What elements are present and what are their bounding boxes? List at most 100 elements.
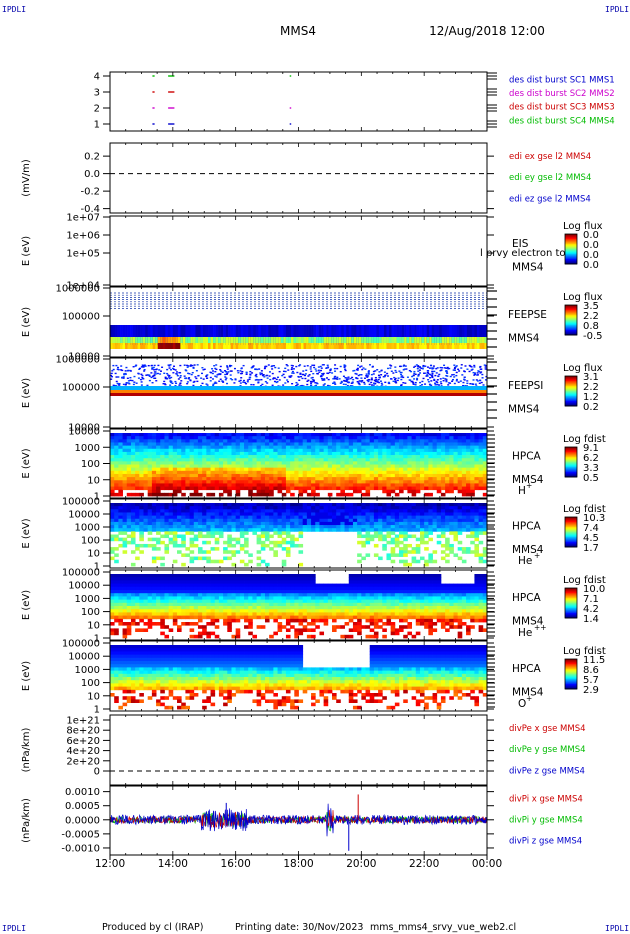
heatmap-cell <box>177 480 182 484</box>
heatmap-cell <box>461 470 467 475</box>
heatmap-cell <box>352 509 358 513</box>
heatmap-dot <box>411 375 414 378</box>
heatmap-dot <box>431 374 434 376</box>
heatmap-dot <box>335 377 338 380</box>
heatmap-dot <box>185 370 188 372</box>
heatmap-cell <box>202 467 207 472</box>
heatmap-cell <box>432 515 438 520</box>
heatmap-cell <box>353 349 357 357</box>
heatmap-cell <box>264 461 270 465</box>
heatmap-dot <box>415 364 418 366</box>
heatmap-cell <box>346 337 350 343</box>
heatmap-cell <box>185 483 190 487</box>
heatmap-cell <box>298 562 304 567</box>
heatmap-cell <box>285 442 291 446</box>
heatmap-cell <box>202 458 207 462</box>
heatmap-cell <box>436 483 442 487</box>
heatmap-cell <box>114 509 119 513</box>
heatmap-cell <box>130 534 136 539</box>
heatmap-cell <box>202 518 207 523</box>
heatmap-cell <box>281 506 287 510</box>
heatmap-cell <box>428 461 433 465</box>
heatmap-dot <box>206 384 209 386</box>
heatmap-cell <box>365 433 371 437</box>
corner-label-bottom-left: IPDLI <box>2 924 27 933</box>
heatmap-cell <box>210 448 216 453</box>
heatmap-cell <box>369 534 375 539</box>
heatmap-cell <box>333 337 337 343</box>
heatmap-cell <box>326 325 329 345</box>
heatmap-cell <box>256 525 262 529</box>
heatmap-cell <box>381 325 385 345</box>
heatmap-cell <box>239 528 245 532</box>
heatmap-cell <box>403 470 408 475</box>
heatmap-cell <box>302 439 308 443</box>
heatmap-cell <box>210 506 216 510</box>
heatmap-cell <box>135 518 140 523</box>
heatmap-cell <box>197 528 203 532</box>
heatmap-cell <box>214 518 220 523</box>
heatmap-cell <box>419 451 425 456</box>
heatmap-cell <box>302 489 308 494</box>
heatmap-cell <box>245 343 249 349</box>
heatmap-cell <box>285 470 291 475</box>
heatmap-dot <box>457 381 460 383</box>
heatmap-cell <box>361 464 366 469</box>
heatmap-cell <box>399 439 404 443</box>
heatmap-dot <box>168 367 171 369</box>
heatmap-cell <box>151 439 157 443</box>
heatmap-cell <box>218 349 221 357</box>
heatmap-cell <box>449 458 454 462</box>
heatmap-cell <box>130 562 136 567</box>
heatmap-cell <box>369 512 375 516</box>
heatmap-cell <box>172 343 176 349</box>
heatmap-cell <box>371 343 375 349</box>
heatmap-cell <box>156 448 161 453</box>
heatmap-cell <box>449 528 454 532</box>
heatmap-cell <box>434 343 438 349</box>
heatmap-cell <box>453 451 459 456</box>
heatmap-dot <box>343 365 346 367</box>
heatmap-cell <box>189 506 195 510</box>
heatmap-cell <box>126 528 132 532</box>
heatmap-cell <box>382 473 387 478</box>
heatmap-dot <box>447 368 450 370</box>
heatmap-cell <box>361 540 366 545</box>
heatmap-cell <box>323 433 329 437</box>
heatmap-cell <box>424 445 429 450</box>
heatmap-cell <box>135 451 140 456</box>
heatmap-cell <box>189 477 195 481</box>
heatmap-cell <box>162 337 166 343</box>
heatmap-cell <box>218 451 224 456</box>
heatmap-cell <box>373 518 379 523</box>
heatmap-dot <box>118 384 121 386</box>
heatmap-cell <box>110 448 115 453</box>
heatmap-cell <box>369 461 375 465</box>
heatmap-dot <box>477 374 480 376</box>
heatmap-cell <box>474 349 478 357</box>
heatmap-cell <box>336 455 341 459</box>
heatmap-dot <box>426 366 429 368</box>
heatmap-cell <box>160 458 165 462</box>
heatmap-cell <box>399 349 402 357</box>
heatmap-cell <box>436 439 442 443</box>
heatmap-cell <box>323 464 329 469</box>
heatmap-cell <box>323 486 329 491</box>
heatmap-dot <box>420 367 423 370</box>
heatmap-cell <box>386 467 392 472</box>
heatmap-cell <box>344 492 350 497</box>
heatmap-cell <box>114 448 119 453</box>
heatmap-dot <box>417 370 420 372</box>
heatmap-dot <box>115 364 118 367</box>
heatmap-cell <box>160 525 165 529</box>
heatmap-cell <box>281 451 287 456</box>
heatmap-cell <box>172 464 178 469</box>
heatmap-cell <box>214 455 220 459</box>
heatmap-cell <box>118 464 123 469</box>
heatmap-dot <box>191 371 194 374</box>
heatmap-cell <box>369 470 375 475</box>
heatmap-dot <box>332 378 335 380</box>
heatmap-cell <box>193 509 199 513</box>
heatmap-cell <box>193 521 199 526</box>
heatmap-cell <box>160 439 165 443</box>
